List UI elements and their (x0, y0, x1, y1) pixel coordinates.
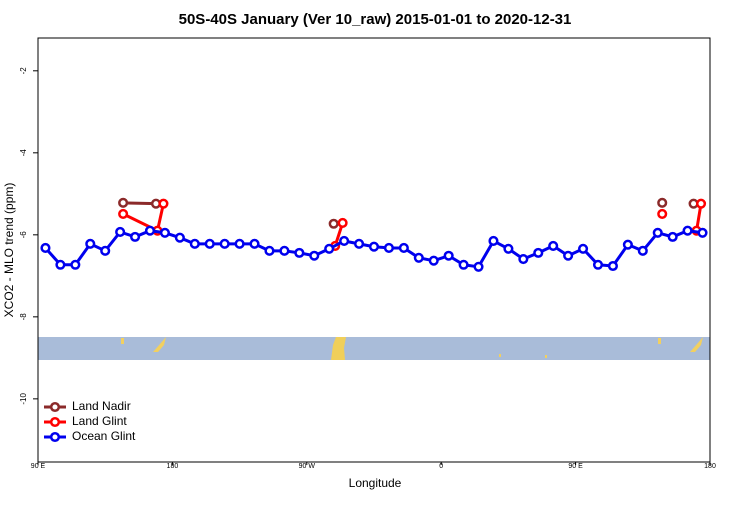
data-point (398, 242, 409, 253)
data-point (458, 259, 469, 270)
data-point (518, 253, 529, 265)
data-point (682, 225, 693, 236)
x-tick-label: 180 (704, 463, 716, 470)
data-point (488, 235, 499, 247)
data-point (219, 238, 230, 249)
x-tick-label: 90 W (299, 463, 316, 470)
data-point (657, 208, 668, 219)
y-axis-label: XCO2 - MLO trend (ppm) (2, 183, 16, 318)
data-point (339, 235, 350, 247)
data-point (294, 247, 305, 258)
data-point (473, 261, 484, 272)
data-point (443, 250, 454, 261)
data-point (533, 247, 544, 258)
data-point (40, 242, 51, 253)
x-tick-label: 90 E (31, 463, 46, 470)
data-point (279, 245, 290, 256)
data-point (337, 217, 348, 228)
legend-label: Land Glint (72, 414, 127, 428)
data-point (324, 243, 335, 254)
data-point (652, 227, 663, 238)
data-point (667, 231, 678, 242)
data-point (657, 197, 668, 208)
x-tick-label: 90 E (568, 463, 583, 470)
data-point (158, 198, 169, 209)
map-strip (38, 337, 710, 360)
data-point (174, 232, 185, 243)
data-point (204, 238, 215, 249)
y-tick-label: -4 (19, 149, 28, 157)
data-point (607, 260, 618, 272)
data-point (697, 227, 708, 238)
y-tick-label: -6 (19, 231, 28, 239)
data-point (328, 218, 339, 229)
data-point (234, 238, 245, 249)
x-tick-label: 0 (439, 463, 443, 470)
data-point (592, 259, 604, 270)
legend-label: Ocean Glint (72, 429, 136, 443)
x-axis-label: Longitude (349, 476, 402, 490)
data-point (70, 259, 81, 270)
data-point (118, 208, 129, 219)
data-point (100, 245, 111, 256)
data-point (413, 252, 424, 263)
data-point (189, 238, 200, 249)
data-point (695, 198, 707, 209)
data-point (428, 255, 439, 266)
y-tick-label: -8 (19, 313, 28, 321)
plot-frame (37, 37, 711, 463)
data-point (637, 245, 648, 256)
data-point (548, 240, 559, 251)
data-point (563, 250, 574, 261)
data-point (622, 239, 633, 250)
data-point (115, 226, 126, 238)
chart-title: 50S-40S January (Ver 10_raw) 2015-01-01 … (179, 11, 572, 28)
data-point (503, 243, 514, 254)
data-point (309, 250, 320, 261)
data-point (118, 197, 129, 208)
data-point (55, 259, 66, 270)
data-point (383, 242, 394, 253)
data-point (354, 238, 365, 249)
legend-label: Land Nadir (72, 399, 131, 413)
x-tick-label: 180 (167, 463, 179, 470)
data-point (264, 245, 275, 256)
legend-marker (49, 431, 61, 443)
y-tick-label: -10 (19, 393, 28, 405)
data-point (249, 238, 260, 249)
data-point (578, 243, 589, 254)
data-point (144, 225, 156, 236)
legend-marker (49, 401, 61, 413)
data-point (85, 238, 96, 249)
data-point (130, 231, 141, 242)
data-point (368, 241, 380, 252)
y-tick-label: -2 (19, 67, 28, 75)
series-line (123, 203, 693, 204)
data-point (159, 227, 170, 238)
legend-marker (49, 416, 61, 428)
